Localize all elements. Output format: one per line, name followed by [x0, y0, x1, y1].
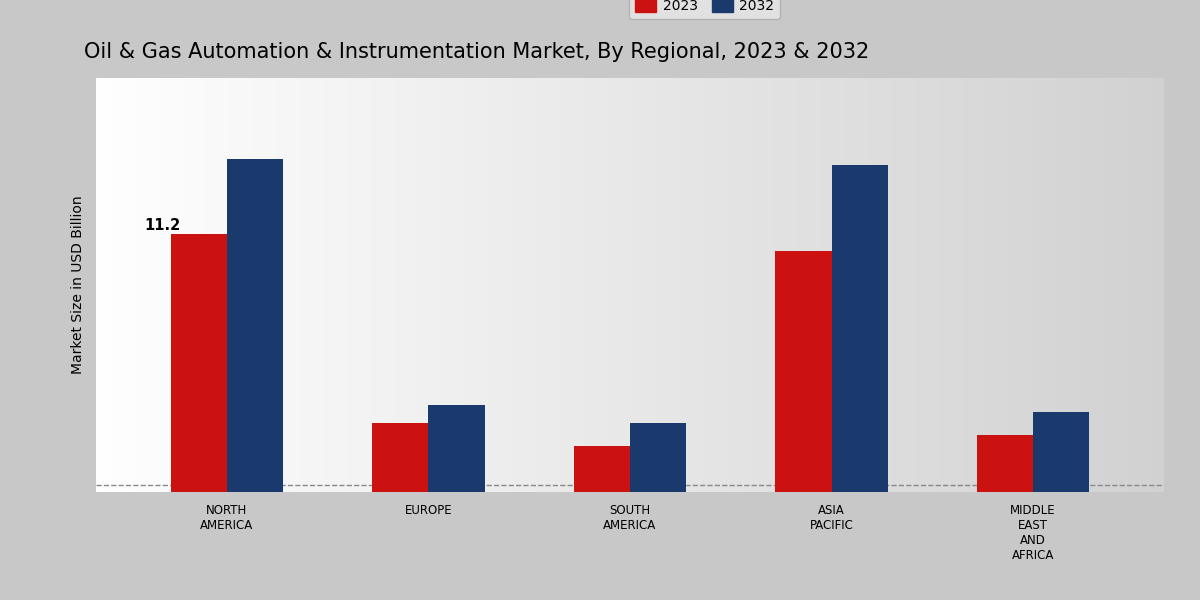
Bar: [372, 423, 428, 492]
Bar: [977, 434, 1033, 492]
Bar: [227, 158, 283, 492]
Bar: [775, 251, 832, 492]
Y-axis label: Market Size in USD Billion: Market Size in USD Billion: [71, 196, 85, 374]
Bar: [832, 166, 888, 492]
Legend: 2023, 2032: 2023, 2032: [630, 0, 780, 19]
Bar: [428, 404, 485, 492]
Bar: [170, 235, 227, 492]
Bar: [1033, 412, 1090, 492]
Text: Oil & Gas Automation & Instrumentation Market, By Regional, 2023 & 2032: Oil & Gas Automation & Instrumentation M…: [84, 42, 869, 62]
Text: 11.2: 11.2: [144, 218, 181, 233]
Bar: [630, 423, 686, 492]
Bar: [574, 446, 630, 492]
